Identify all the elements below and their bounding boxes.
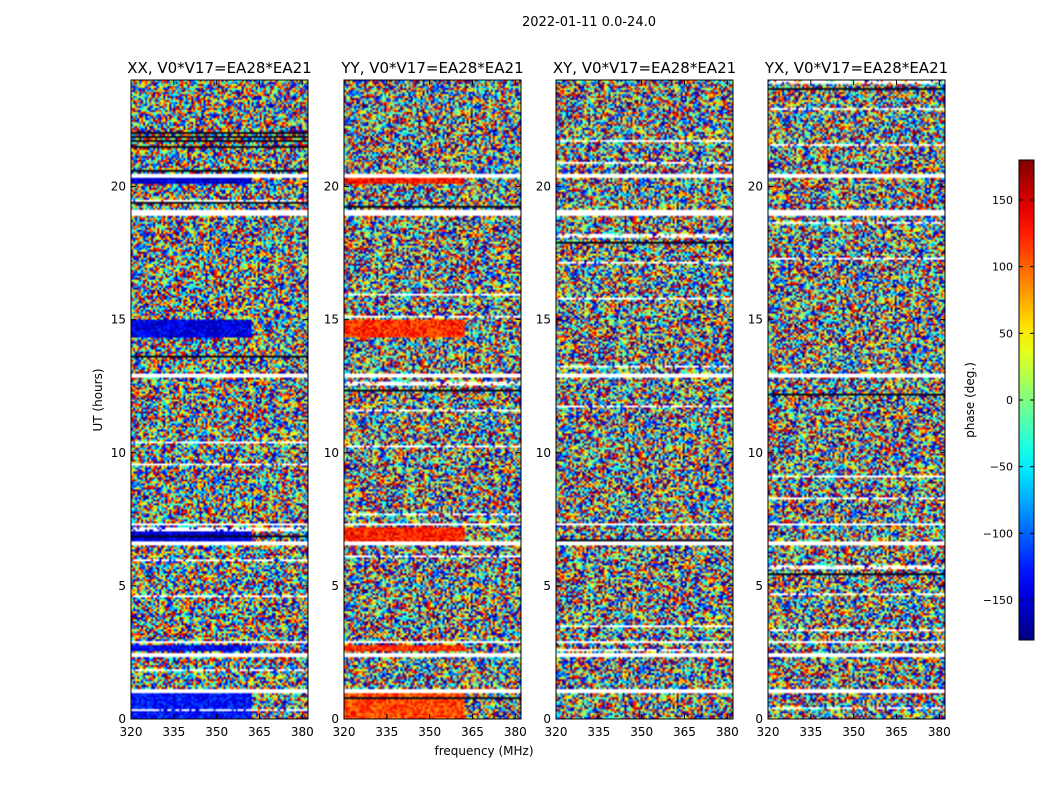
colorbar-label: phase (deg.) <box>963 362 977 438</box>
panel-title-yx: YX, V0*V17=EA28*EA21 <box>764 59 948 77</box>
y-tick-label-yx-5: 5 <box>755 579 763 593</box>
y-tick-label-xx-0: 0 <box>118 712 126 726</box>
panel-frame-xx <box>130 79 309 720</box>
x-tick-label-xx-335: 335 <box>162 725 185 739</box>
y-tick-label-xy-0: 0 <box>543 712 551 726</box>
colorbar-tick-label-150: 150 <box>992 194 1013 207</box>
colorbar-tick-label-100: 100 <box>992 261 1013 274</box>
panel-frame-yy <box>343 79 522 720</box>
heatmap-image-yy <box>344 80 521 719</box>
panels: XX, V0*V17=EA28*EA21 320 335 350 365 380 0 5 10 1… <box>111 59 951 739</box>
x-tick-label-xy-380: 380 <box>716 725 739 739</box>
x-tick-label-xx-350: 350 <box>205 725 228 739</box>
x-tick-label-yy-320: 320 <box>333 725 356 739</box>
y-tick-label-xy-15: 15 <box>536 313 551 327</box>
x-tick-label-yy-365: 365 <box>461 725 484 739</box>
x-tick-label-xy-350: 350 <box>630 725 653 739</box>
x-tick-label-xy-335: 335 <box>587 725 610 739</box>
heatmap-image-yx <box>768 80 945 719</box>
x-tick-label-yy-335: 335 <box>375 725 398 739</box>
y-tick-label-yy-20: 20 <box>324 180 339 194</box>
panel-title-xy: XY, V0*V17=EA28*EA21 <box>553 59 736 77</box>
panel-xx: XX, V0*V17=EA28*EA21 320 335 350 365 380 0 5 10 1… <box>111 59 314 739</box>
colorbar-tick-label--50: −50 <box>990 461 1013 474</box>
colorbar-tick-label--100: −100 <box>983 527 1013 540</box>
y-tick-label-xx-10: 10 <box>111 446 126 460</box>
panel-frame-xy <box>555 79 734 720</box>
y-tick-label-yx-10: 10 <box>748 446 763 460</box>
x-axis-label: frequency (MHz) <box>434 744 533 758</box>
x-tick-label-yx-350: 350 <box>842 725 865 739</box>
panel-yx: YX, V0*V17=EA28*EA21 320 335 350 365 380 0 5 10 1… <box>748 59 951 739</box>
panel-frame-yx <box>767 79 946 720</box>
y-tick-label-yx-15: 15 <box>748 313 763 327</box>
x-tick-label-xy-365: 365 <box>673 725 696 739</box>
y-tick-label-yx-0: 0 <box>755 712 763 726</box>
panel-title-xx: XX, V0*V17=EA28*EA21 <box>127 59 311 77</box>
heatmap-image-xx <box>131 80 308 719</box>
y-tick-label-xx-15: 15 <box>111 313 126 327</box>
x-tick-label-yy-350: 350 <box>418 725 441 739</box>
x-tick-label-yx-380: 380 <box>928 725 951 739</box>
y-tick-label-yy-15: 15 <box>324 313 339 327</box>
panel-xy: XY, V0*V17=EA28*EA21 320 335 350 365 380 0 5 10 1… <box>536 59 739 739</box>
colorbar-tick-label-50: 50 <box>999 327 1013 340</box>
y-axis-label: UT (hours) <box>91 368 105 431</box>
y-tick-label-yy-5: 5 <box>331 579 339 593</box>
y-tick-label-xy-5: 5 <box>543 579 551 593</box>
panel-title-yy: YY, V0*V17=EA28*EA21 <box>340 59 523 77</box>
colorbar: −150 −100 −50 0 50 100 150 phase (deg.) <box>963 159 1035 641</box>
x-tick-label-xx-365: 365 <box>248 725 271 739</box>
x-tick-label-yx-335: 335 <box>799 725 822 739</box>
y-tick-label-yx-20: 20 <box>748 180 763 194</box>
y-tick-label-yy-10: 10 <box>324 446 339 460</box>
y-tick-label-yy-0: 0 <box>331 712 339 726</box>
y-tick-label-xx-20: 20 <box>111 180 126 194</box>
colorbar-tick-label--150: −150 <box>983 594 1013 607</box>
x-tick-label-xy-320: 320 <box>545 725 568 739</box>
y-tick-label-xx-5: 5 <box>118 579 126 593</box>
panel-yy: YY, V0*V17=EA28*EA21 320 335 350 365 380 0 5 10 1… <box>324 59 527 739</box>
x-tick-label-xx-320: 320 <box>120 725 143 739</box>
colorbar-tick-label-0: 0 <box>1006 394 1013 407</box>
y-tick-label-xy-20: 20 <box>536 180 551 194</box>
x-tick-label-yy-380: 380 <box>504 725 527 739</box>
figure-suptitle: 2022-01-11 0.0-24.0 <box>522 15 656 30</box>
x-tick-label-yx-320: 320 <box>757 725 780 739</box>
x-tick-label-yx-365: 365 <box>885 725 908 739</box>
heatmap-image-xy <box>556 80 733 719</box>
x-tick-label-xx-380: 380 <box>291 725 314 739</box>
y-tick-label-xy-10: 10 <box>536 446 551 460</box>
